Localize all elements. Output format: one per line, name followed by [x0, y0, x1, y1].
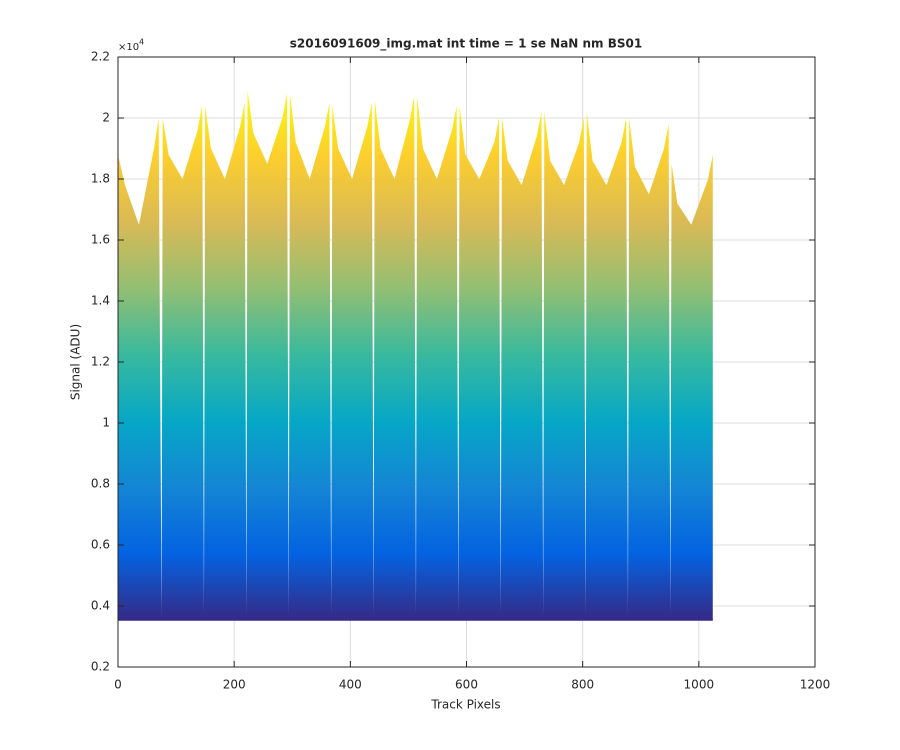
y-axis-label: Signal (ADU)	[69, 324, 83, 400]
y-tick-label: 1.8	[91, 172, 110, 186]
x-tick-label: 600	[455, 678, 478, 692]
area	[118, 90, 713, 620]
y-tick-label: 2.2	[91, 50, 110, 64]
x-tick-label: 1200	[800, 678, 831, 692]
y-tick-label: 0.4	[91, 599, 110, 613]
x-tick-label: 0	[114, 678, 122, 692]
x-axis-label: Track Pixels	[430, 698, 500, 712]
y-tick-label: 1.2	[91, 355, 110, 369]
y-multiplier: ×10	[118, 42, 139, 53]
y-tick-label: 1	[102, 416, 110, 430]
y-multiplier-exponent: 4	[139, 38, 144, 47]
chart-title: s2016091609_img.mat int time = 1 se NaN …	[290, 37, 642, 52]
y-tick-label: 1.4	[91, 294, 110, 308]
y-tick-label: 0.6	[91, 538, 110, 552]
x-tick-label: 400	[339, 678, 362, 692]
x-tick-label: 200	[223, 678, 246, 692]
y-tick-label: 0.2	[91, 660, 110, 674]
x-tick-label: 800	[571, 678, 594, 692]
x-tick-label: 1000	[684, 678, 715, 692]
y-tick-label: 1.6	[91, 233, 110, 247]
y-tick-label: 2	[102, 111, 110, 125]
y-tick-label: 0.8	[91, 477, 110, 491]
